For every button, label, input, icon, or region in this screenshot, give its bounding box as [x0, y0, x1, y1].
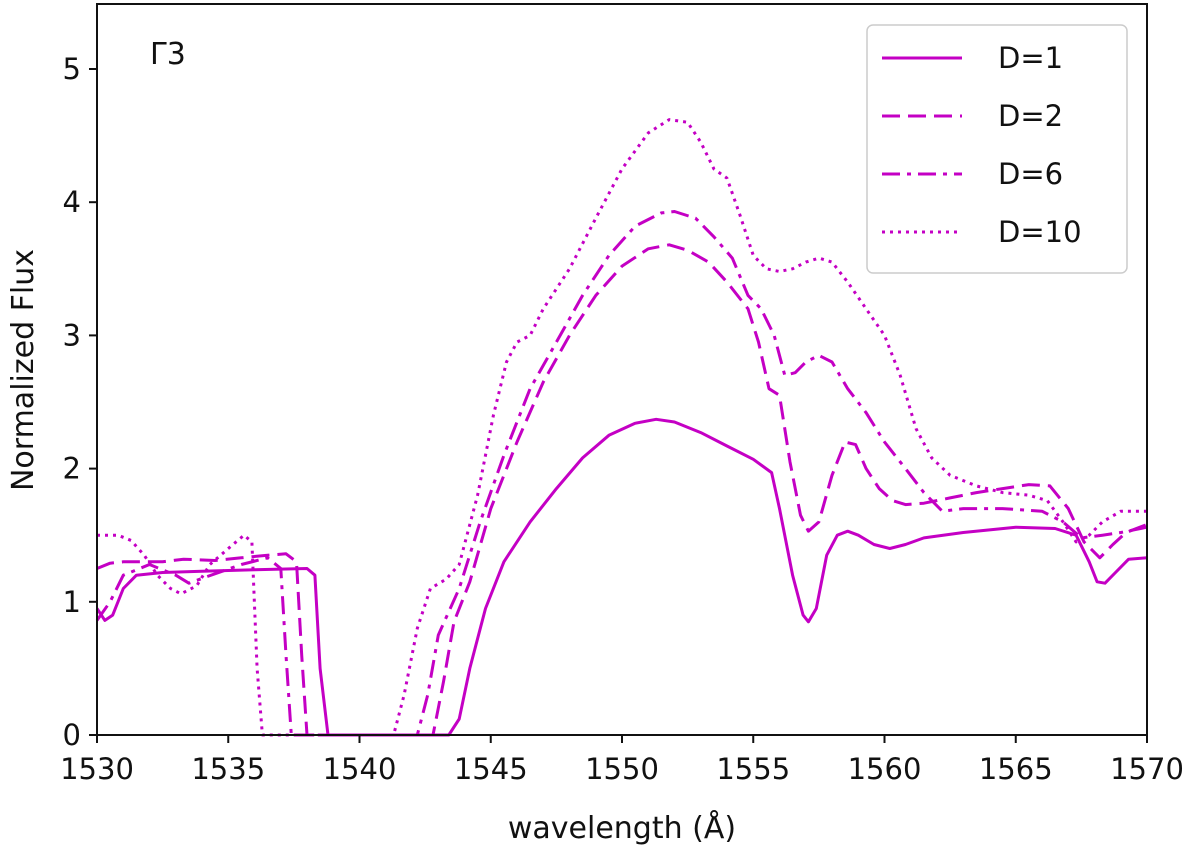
y-tick-label: 4: [63, 185, 81, 219]
x-tick-label: 1535: [191, 752, 265, 786]
x-tick-label: 1560: [848, 752, 922, 786]
x-tick-label: 1530: [60, 752, 134, 786]
x-axis-ticks: 1530 1535 1540 1545 1550 1555 1560 1565 1570: [60, 735, 1184, 786]
series-line-4: [97, 118, 1147, 737]
panel-label: Γ3: [150, 37, 186, 72]
y-axis-label: Normalized Flux: [6, 249, 41, 491]
legend-box: [866, 24, 1128, 274]
series-line-3: [95, 210, 1148, 737]
series-line-1: [95, 417, 1148, 737]
y-axis-ticks: 0 1 2 3 4 5: [63, 52, 97, 752]
x-tick-label: 1550: [585, 752, 659, 786]
plot-lines: [95, 118, 1148, 737]
y-tick-label: 1: [63, 585, 81, 619]
legend: D=1 D=2 D=6 D=10: [866, 24, 1128, 274]
y-tick-label: 0: [63, 718, 81, 752]
series-line-2: [96, 243, 1148, 737]
y-tick-label: 3: [63, 318, 81, 352]
x-tick-label: 1565: [979, 752, 1053, 786]
y-tick-label: 2: [63, 452, 81, 486]
legend-label: D=1: [998, 41, 1063, 75]
x-tick-label: 1555: [716, 752, 790, 786]
legend-label: D=2: [998, 99, 1063, 133]
legend-label: D=6: [998, 157, 1063, 191]
x-tick-label: 1540: [323, 752, 397, 786]
x-tick-label: 1570: [1110, 752, 1184, 786]
x-axis-label: wavelength (Å): [508, 810, 736, 846]
x-tick-label: 1545: [454, 752, 528, 786]
y-tick-label: 5: [63, 52, 81, 86]
legend-label: D=10: [998, 215, 1082, 249]
